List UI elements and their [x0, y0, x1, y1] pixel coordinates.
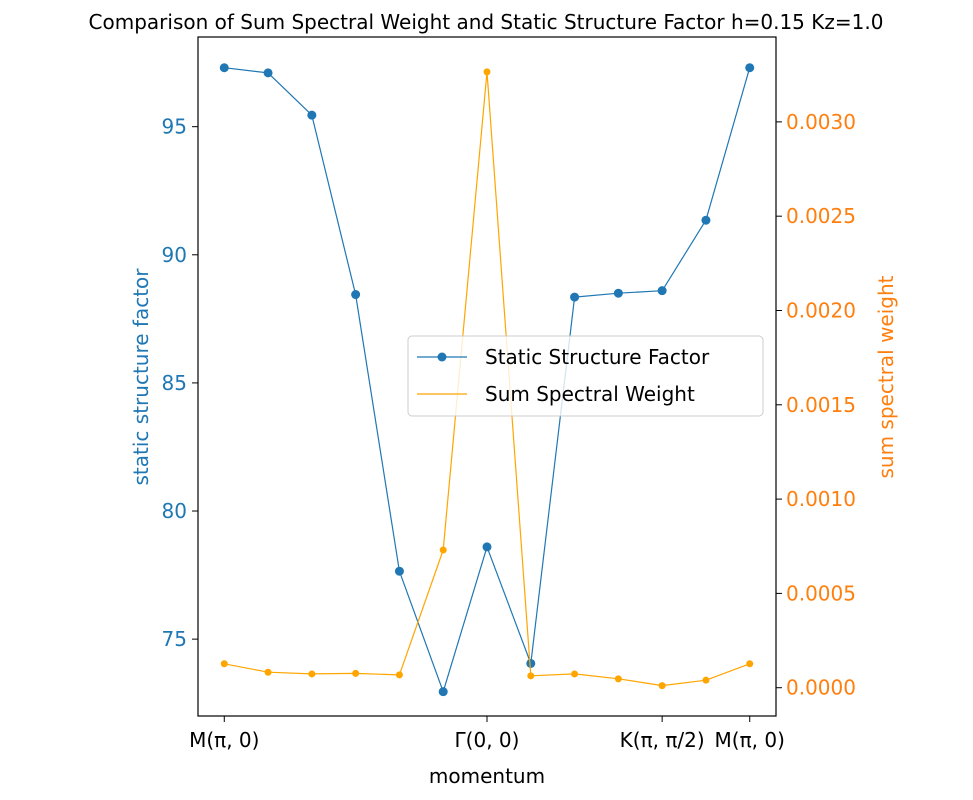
- static-structure-factor-point: [219, 63, 229, 73]
- legend-label-ssw: Sum Spectral Weight: [485, 382, 695, 406]
- sum-spectral-weight-point: [308, 670, 316, 678]
- left-tick-label: 80: [162, 499, 187, 523]
- x-axis-label: momentum: [429, 764, 545, 788]
- right-tick-label: 0.0010: [786, 487, 856, 511]
- sum-spectral-weight-point: [439, 546, 447, 554]
- static-structure-factor-point: [482, 542, 492, 552]
- right-tick-label: 0.0025: [786, 204, 856, 228]
- right-axis-ticks: 0.0000 0.0005 0.0010 0.0015 0.0020 0.0025 0.00…: [776, 110, 856, 700]
- static-structure-factor-point: [613, 288, 623, 298]
- chart-title: Comparison of Sum Spectral Weight and St…: [89, 10, 884, 34]
- sum-spectral-weight-point: [352, 669, 360, 677]
- sum-spectral-weight-point: [571, 670, 579, 678]
- static-structure-factor-point: [526, 658, 536, 668]
- static-structure-factor-point: [570, 292, 580, 302]
- legend-label-ssf: Static Structure Factor: [485, 345, 710, 369]
- x-tick-label: M(π, 0): [189, 728, 259, 752]
- right-tick-label: 0.0030: [786, 110, 856, 134]
- sum-spectral-weight-point: [483, 68, 491, 76]
- static-structure-factor-point: [263, 68, 273, 78]
- legend-marker-ssf: [437, 352, 447, 362]
- x-tick-label: Γ(0, 0): [455, 728, 520, 752]
- legend: Static Structure Factor Sum Spectral Wei…: [407, 335, 764, 417]
- right-tick-label: 0.0005: [786, 581, 856, 605]
- sum-spectral-weight-point: [614, 675, 622, 683]
- sum-spectral-weight-point: [527, 672, 535, 680]
- right-tick-label: 0.0020: [786, 298, 856, 322]
- static-structure-factor-point: [701, 215, 711, 225]
- right-tick-label: 0.0015: [786, 393, 856, 417]
- left-tick-label: 85: [162, 371, 187, 395]
- sum-spectral-weight-point: [220, 660, 228, 668]
- static-structure-factor-point: [745, 63, 755, 73]
- static-structure-factor-point: [657, 286, 667, 296]
- sum-spectral-weight-point: [264, 668, 272, 676]
- static-structure-factor-point: [438, 687, 448, 697]
- static-structure-factor-point: [307, 110, 317, 120]
- legend-box: [407, 335, 764, 417]
- right-tick-label: 0.0000: [786, 676, 856, 700]
- static-structure-factor-point: [394, 566, 404, 576]
- sum-spectral-weight-point: [658, 682, 666, 690]
- x-tick-label: M(π, 0): [715, 728, 785, 752]
- sum-spectral-weight-point: [395, 671, 403, 679]
- y-axis-label-left: static structure factor: [129, 268, 153, 486]
- sum-spectral-weight-point: [702, 676, 710, 684]
- sum-spectral-weight-point: [746, 660, 754, 668]
- x-axis-ticks: M(π, 0) Γ(0, 0) K(π, π/2) M(π, 0): [189, 716, 785, 752]
- left-axis-ticks: 75 80 85 90 95: [162, 115, 198, 651]
- series-layer: [219, 63, 755, 697]
- left-tick-label: 90: [162, 243, 187, 267]
- left-tick-label: 75: [162, 627, 187, 651]
- x-tick-label: K(π, π/2): [620, 728, 705, 752]
- static-structure-factor-point: [351, 290, 361, 300]
- y-axis-label-right: sum spectral weight: [874, 275, 898, 478]
- left-tick-label: 95: [162, 115, 187, 139]
